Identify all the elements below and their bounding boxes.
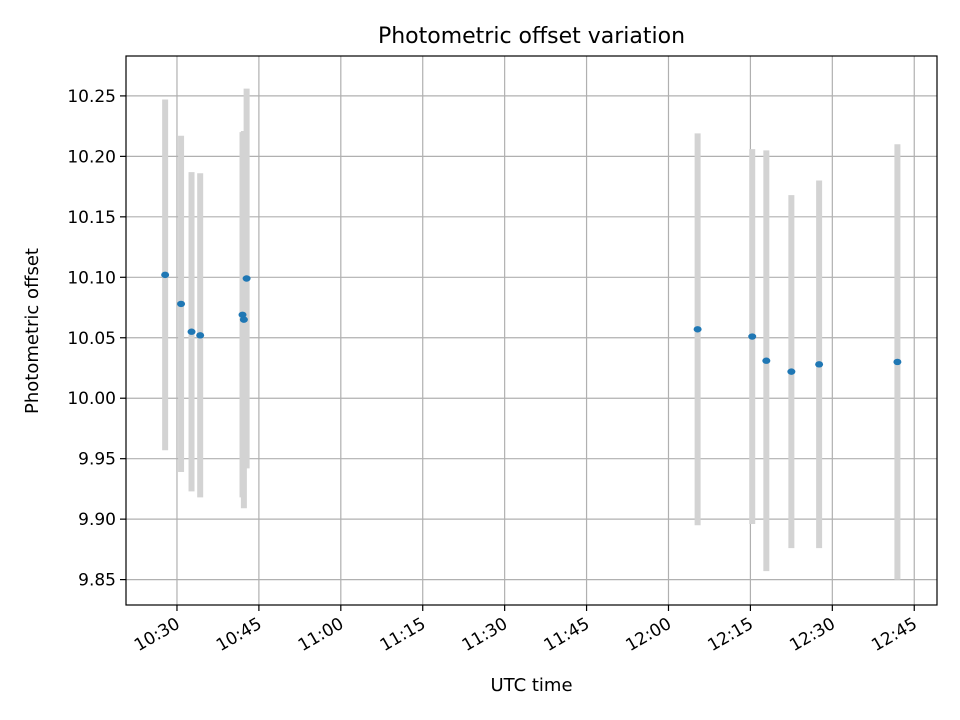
y-tick-label: 9.85 <box>78 571 116 591</box>
data-point <box>242 275 251 282</box>
y-tick-label: 10.25 <box>67 87 116 107</box>
data-point <box>893 358 902 366</box>
data-point <box>815 361 824 368</box>
data-point <box>748 333 757 340</box>
data-point <box>187 328 196 335</box>
plot-area-frame <box>125 55 938 606</box>
data-point <box>693 326 702 333</box>
chart-title: Photometric offset variation <box>378 24 685 49</box>
y-tick-label: 10.10 <box>67 268 116 288</box>
y-tick-label: 10.00 <box>67 389 116 409</box>
data-point <box>787 368 796 375</box>
y-tick-label: 10.15 <box>67 208 116 228</box>
data-point <box>161 271 170 279</box>
x-axis-label: UTC time <box>490 675 572 696</box>
data-point <box>238 311 247 318</box>
y-tick-label: 9.90 <box>78 510 116 530</box>
y-tick-label: 10.05 <box>67 329 116 349</box>
data-points <box>161 271 902 375</box>
grid-lines <box>126 56 937 605</box>
y-tick-label: 9.95 <box>78 450 116 470</box>
data-point <box>239 316 248 323</box>
data-point <box>196 332 205 339</box>
data-point <box>177 300 186 308</box>
y-tick-label: 10.20 <box>67 147 116 167</box>
y-axis-ticks: 9.85 9.90 9.95 10.00 10.05 10.10 10.15 10.20 10.… <box>67 87 126 591</box>
data-point <box>762 357 771 364</box>
y-axis-label: Photometric offset <box>22 248 43 414</box>
